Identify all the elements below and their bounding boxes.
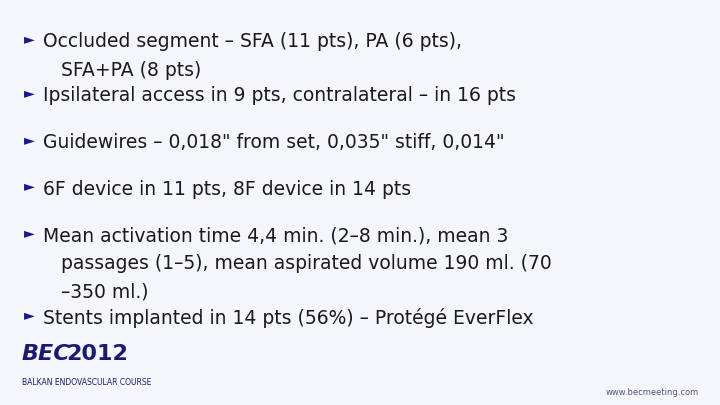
Text: ►: ► bbox=[24, 179, 35, 194]
Text: ►: ► bbox=[24, 133, 35, 147]
Text: ►: ► bbox=[24, 226, 35, 240]
Text: 6F device in 11 pts, 8F device in 14 pts: 6F device in 11 pts, 8F device in 14 pts bbox=[43, 179, 411, 198]
Text: ►: ► bbox=[24, 32, 35, 47]
Text: www.becmeeting.com: www.becmeeting.com bbox=[605, 388, 698, 397]
Text: Guidewires – 0,018" from set, 0,035" stiff, 0,014": Guidewires – 0,018" from set, 0,035" sti… bbox=[43, 133, 505, 152]
Text: Occluded segment – SFA (11 pts), PA (6 pts),: Occluded segment – SFA (11 pts), PA (6 p… bbox=[43, 32, 462, 51]
Text: –350 ml.): –350 ml.) bbox=[61, 283, 149, 302]
Text: 2012: 2012 bbox=[66, 345, 128, 364]
Text: Mean activation time 4,4 min. (2–8 min.), mean 3: Mean activation time 4,4 min. (2–8 min.)… bbox=[43, 226, 508, 245]
Text: BEC: BEC bbox=[22, 345, 71, 364]
Text: Ipsilateral access in 9 pts, contralateral – in 16 pts: Ipsilateral access in 9 pts, contralater… bbox=[43, 86, 516, 105]
Text: BALKAN ENDOVASCULAR COURSE: BALKAN ENDOVASCULAR COURSE bbox=[22, 378, 151, 387]
Text: passages (1–5), mean aspirated volume 190 ml. (70: passages (1–5), mean aspirated volume 19… bbox=[61, 254, 552, 273]
Text: ►: ► bbox=[24, 309, 35, 322]
Text: Stents implanted in 14 pts (56%) – Protégé EverFlex: Stents implanted in 14 pts (56%) – Proté… bbox=[43, 309, 534, 328]
Text: SFA+PA (8 pts): SFA+PA (8 pts) bbox=[61, 61, 202, 80]
Text: ►: ► bbox=[24, 86, 35, 100]
